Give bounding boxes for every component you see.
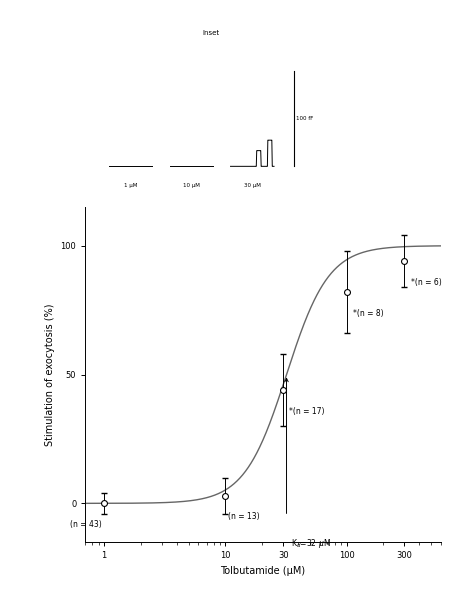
Text: 30 μM: 30 μM bbox=[244, 183, 261, 188]
Text: (n = 43): (n = 43) bbox=[70, 520, 101, 529]
Point bbox=[100, 499, 108, 509]
Text: 100 fF: 100 fF bbox=[296, 116, 313, 121]
Y-axis label: Stimulation of exocytosis (%): Stimulation of exocytosis (%) bbox=[45, 303, 55, 446]
Point bbox=[343, 287, 350, 297]
Point bbox=[401, 256, 408, 266]
X-axis label: Tolbutamide (μM): Tolbutamide (μM) bbox=[220, 566, 306, 576]
Text: *(n = 17): *(n = 17) bbox=[289, 407, 324, 416]
Text: 10 μM: 10 μM bbox=[183, 183, 200, 188]
Text: K$_{d}$=32 $\mu$M: K$_{d}$=32 $\mu$M bbox=[291, 537, 331, 550]
Text: (n = 13): (n = 13) bbox=[228, 512, 260, 521]
Point bbox=[279, 385, 287, 395]
Text: 1 μM: 1 μM bbox=[124, 183, 137, 188]
Text: Inset: Inset bbox=[202, 30, 219, 36]
Text: *(n = 8): *(n = 8) bbox=[354, 309, 384, 318]
Text: *(n = 6): *(n = 6) bbox=[411, 278, 442, 287]
Point bbox=[221, 491, 229, 501]
